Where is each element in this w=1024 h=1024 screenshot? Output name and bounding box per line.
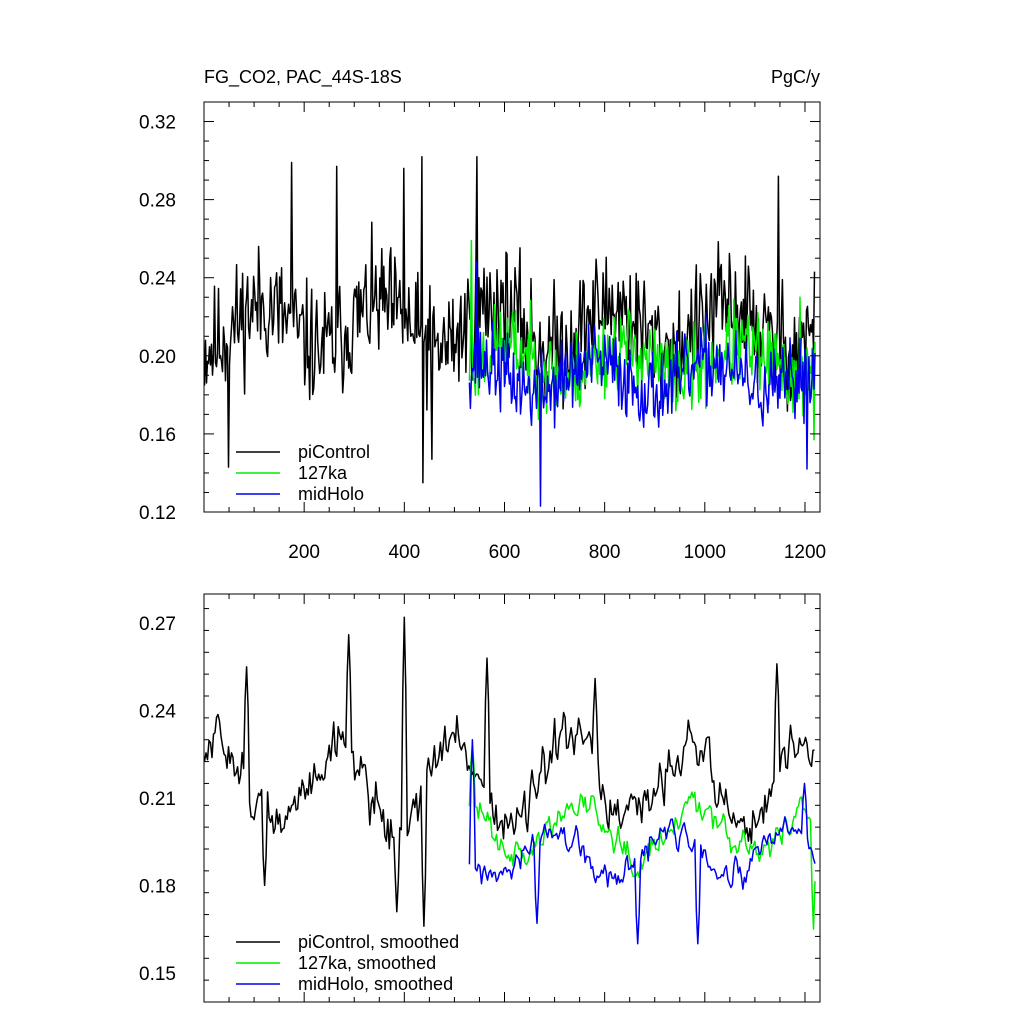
y-tick-label: 0.24: [139, 702, 176, 723]
series-line-bottom-1: [468, 744, 816, 930]
x-tick-label: 1000: [684, 542, 726, 563]
y-tick-label: 0.16: [139, 425, 176, 446]
legend-label: 127ka, smoothed: [298, 953, 436, 973]
y-tick-label: 0.27: [139, 614, 176, 635]
series-line-top-0: [204, 155, 816, 484]
y-tick-label: 0.28: [139, 191, 176, 212]
legend-label: 127ka: [298, 463, 348, 483]
series-line-bottom-0: [204, 616, 815, 927]
legend-label: piControl: [298, 442, 370, 462]
series-line-bottom-2: [468, 738, 816, 945]
y-tick-label: 0.15: [139, 964, 176, 985]
y-tick-label: 0.18: [139, 876, 176, 897]
x-tick-label: 800: [589, 542, 621, 563]
series-group: [204, 616, 816, 945]
y-tick-label: 0.21: [139, 789, 176, 810]
y-tick-label: 0.24: [139, 269, 176, 290]
series-line-top-1: [468, 239, 816, 441]
figure-title: FG_CO2, PAC_44S-18S: [204, 67, 402, 88]
figure-units: PgC/y: [771, 67, 820, 87]
legend-label: midHolo: [298, 484, 364, 504]
x-tick-label: 200: [288, 542, 320, 563]
y-tick-label: 0.32: [139, 113, 176, 134]
series-line-top-2: [468, 261, 816, 507]
y-tick-label: 0.20: [139, 347, 176, 368]
x-tick-label: 1200: [784, 542, 826, 563]
bottom-panel: 0.15 0.18 0.21 0.24 0.27 piControl, smoothed1…: [139, 593, 821, 1003]
top-panel: 200 400 600 800 1000 1200 0.12 0.16 0.20 0.24 0.28…: [139, 101, 826, 563]
y-tick-label: 0.12: [139, 503, 176, 524]
plot-frame: [203, 593, 821, 1003]
x-tick-label: 400: [388, 542, 420, 563]
legend-label: midHolo, smoothed: [298, 974, 453, 994]
plot-frame: [203, 101, 821, 513]
series-group: [204, 155, 816, 507]
legend-label: piControl, smoothed: [298, 932, 459, 952]
x-tick-label: 600: [489, 542, 521, 563]
